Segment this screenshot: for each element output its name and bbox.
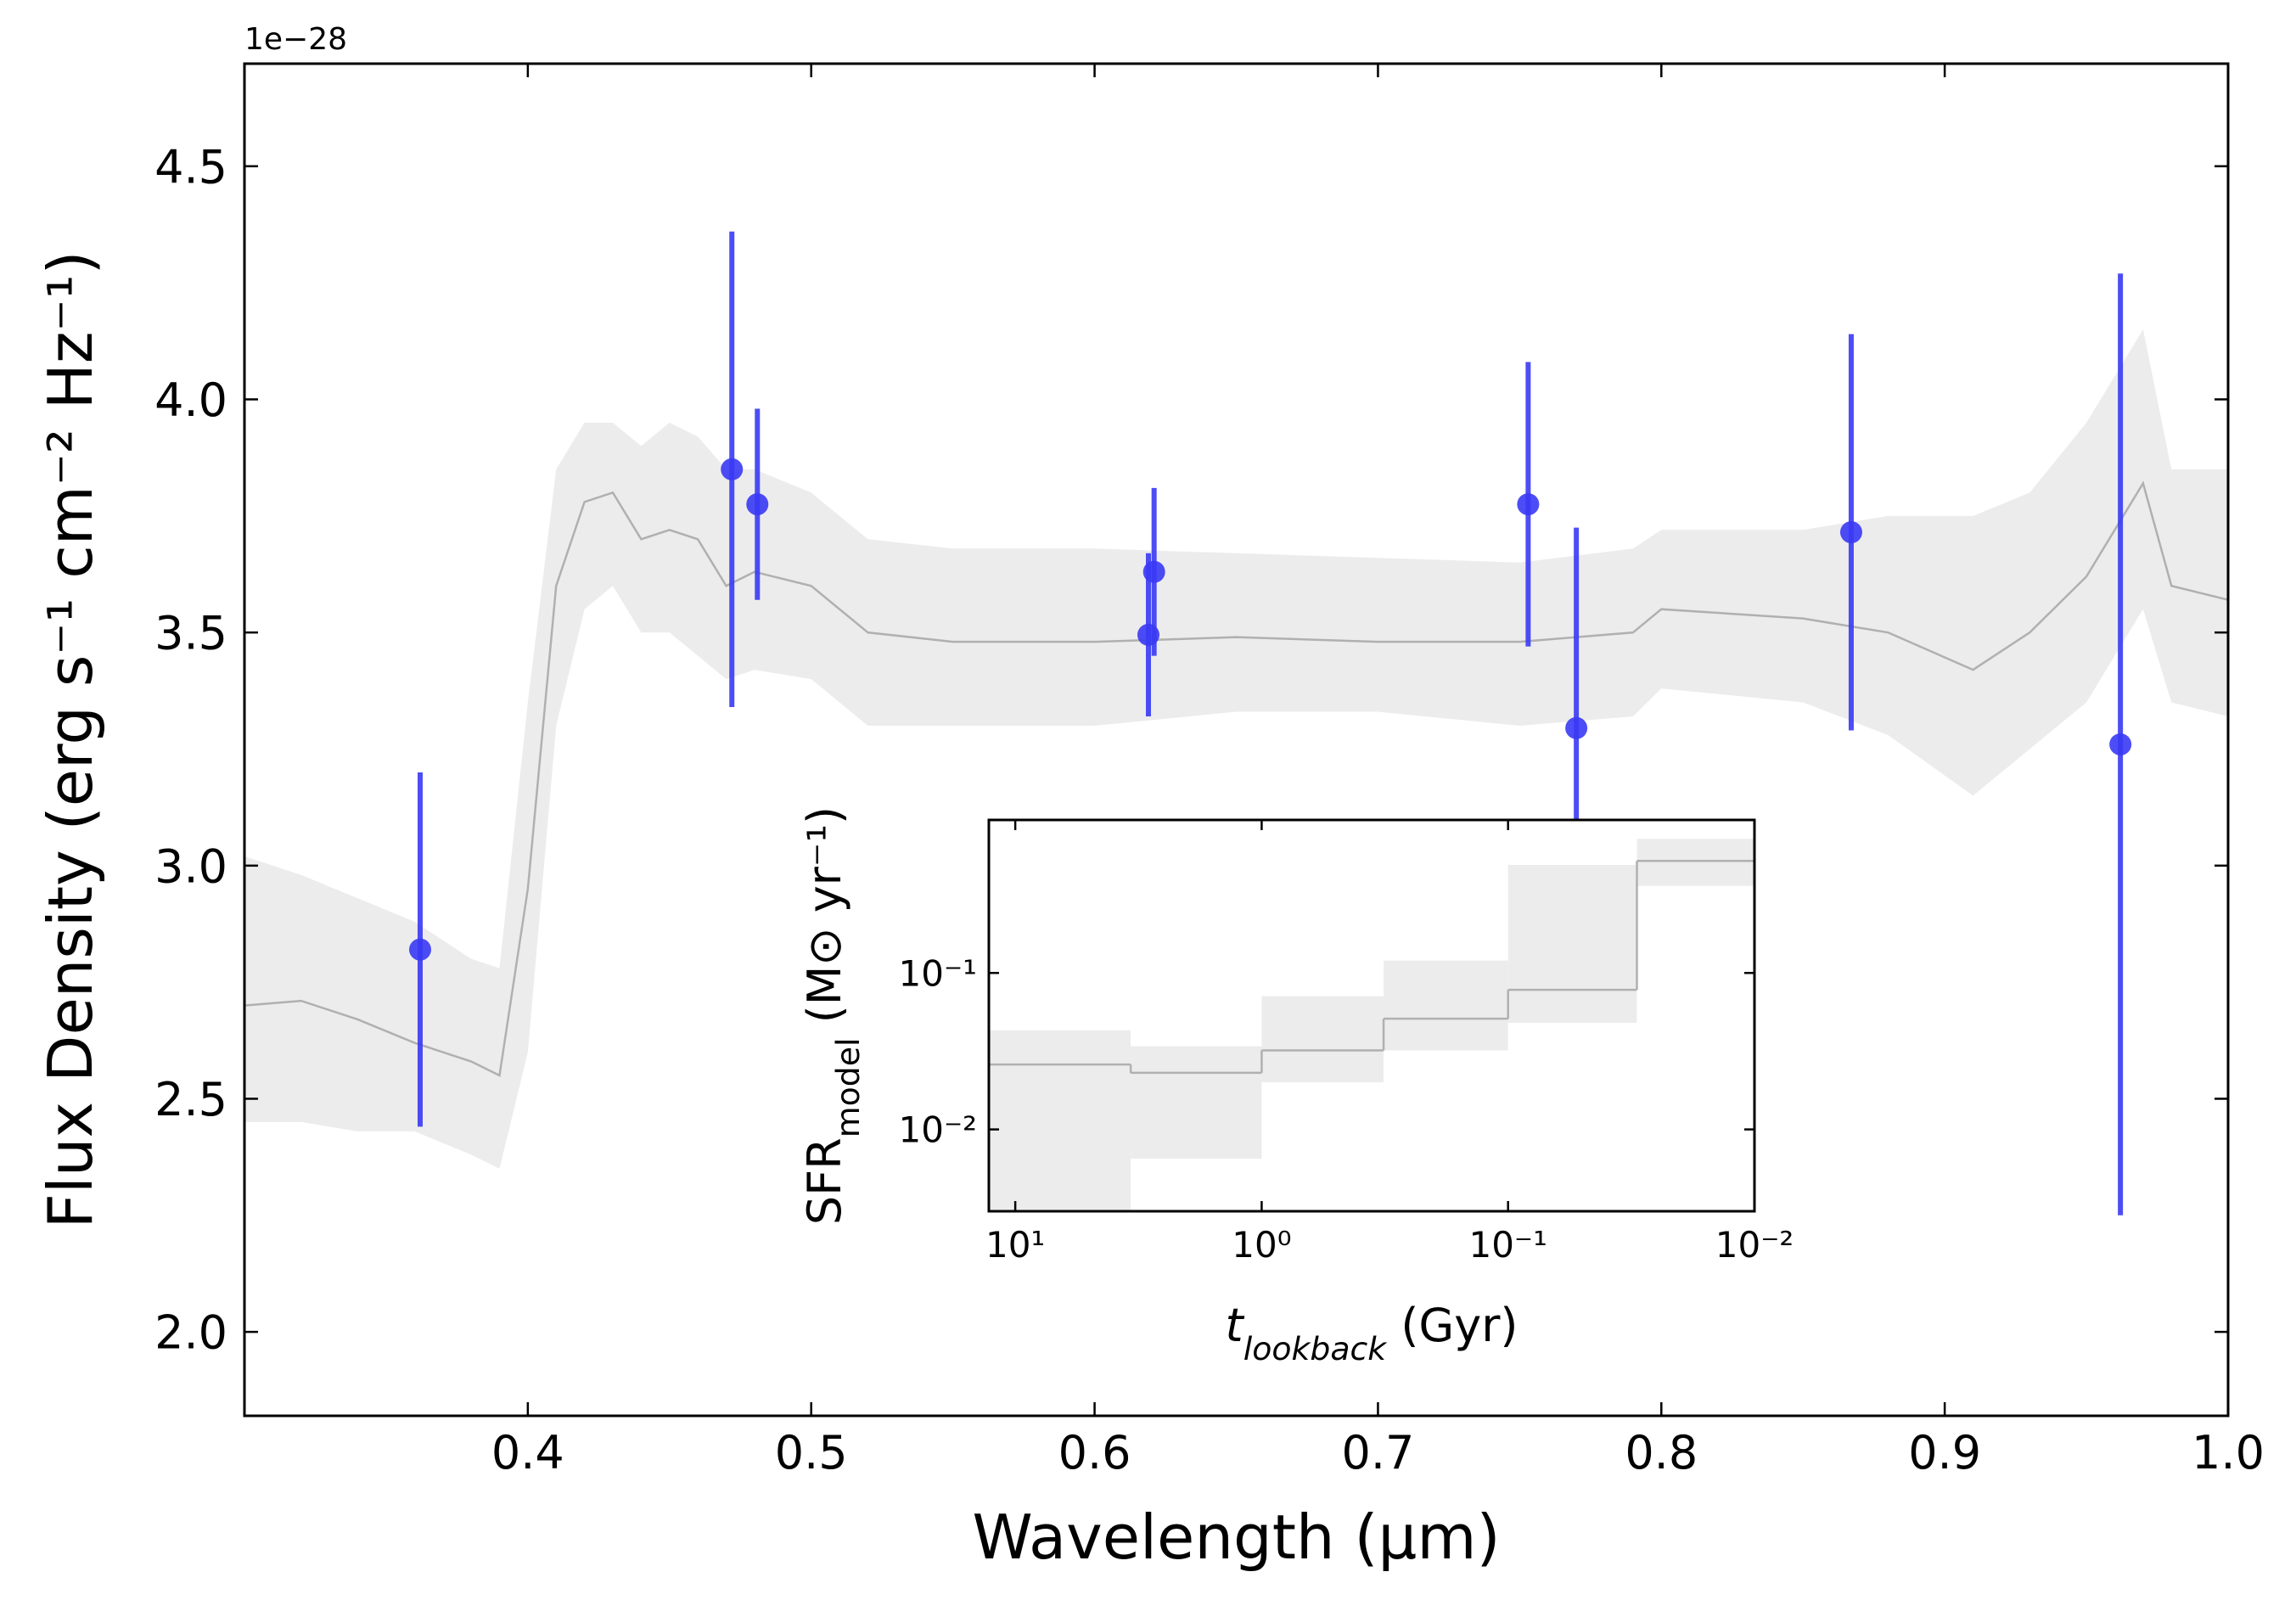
y-tick-label: 4.5 (154, 140, 227, 194)
y-tick-label: 3.5 (154, 607, 227, 660)
model-line (244, 480, 2229, 1077)
data-point (1565, 716, 1588, 739)
inset-y-axis-label-part: model (829, 1038, 867, 1138)
inset-y-axis-label: SFRmodel (M⊙ yr⁻¹) (798, 806, 867, 1225)
x-tick-label: 0.6 (1058, 1426, 1131, 1479)
x-tick-label: 10¹ (985, 1224, 1045, 1266)
y-tick-label: 3.0 (154, 839, 227, 893)
sfr-band (1507, 865, 1637, 1024)
data-point (721, 458, 744, 480)
x-tick-label: 1.0 (2192, 1426, 2265, 1479)
sfr-band (1384, 960, 1508, 1051)
x-tick-label: 10⁻¹ (1468, 1224, 1547, 1266)
data-point (1839, 521, 1862, 544)
y-axis-label: Flux Density (erg s⁻¹ cm⁻² Hz⁻¹) (35, 250, 106, 1228)
sfr-band (1636, 839, 1754, 886)
x-tick-label: 10⁻² (1715, 1224, 1794, 1266)
y-tick-label: 4.0 (154, 373, 227, 427)
y-tick-label: 10⁻² (899, 1109, 977, 1151)
data-point (1142, 560, 1165, 583)
inset-x-axis-label: tlookback (Gyr) (1226, 1299, 1519, 1367)
y-tick-label: 10⁻¹ (899, 952, 977, 994)
data-point (1517, 493, 1540, 516)
inset-y-axis-label-part: (M⊙ yr⁻¹) (798, 806, 851, 1038)
inset-y-axis-label-part: SFR (798, 1137, 851, 1225)
x-tick-label: 0.7 (1341, 1426, 1414, 1479)
y-tick-label: 2.0 (154, 1306, 227, 1360)
sfr-band (989, 1030, 1131, 1211)
x-axis-label: Wavelength (µm) (972, 1502, 1500, 1573)
x-tick-label: 0.8 (1625, 1426, 1698, 1479)
sfr-band (1131, 1046, 1262, 1159)
sfr-band (1261, 996, 1384, 1083)
y-tick-label: 2.5 (154, 1073, 227, 1126)
offset-label: 1e−28 (244, 22, 347, 57)
x-tick-label: 0.5 (775, 1426, 848, 1479)
data-point (2109, 733, 2132, 755)
x-tick-label: 10⁰ (1232, 1224, 1291, 1266)
inset-x-axis-label-part: (Gyr) (1386, 1299, 1518, 1352)
inset-x-axis-label-part: lookback (1243, 1330, 1389, 1367)
inset-frame (987, 818, 1756, 1213)
model-band (244, 329, 2228, 1169)
inset-x-axis-label-part: t (1226, 1299, 1245, 1352)
data-point (746, 493, 769, 516)
plot-frame (243, 62, 2230, 1418)
x-tick-label: 0.9 (1908, 1426, 1981, 1479)
data-point (408, 938, 431, 961)
x-tick-label: 0.4 (491, 1426, 564, 1479)
